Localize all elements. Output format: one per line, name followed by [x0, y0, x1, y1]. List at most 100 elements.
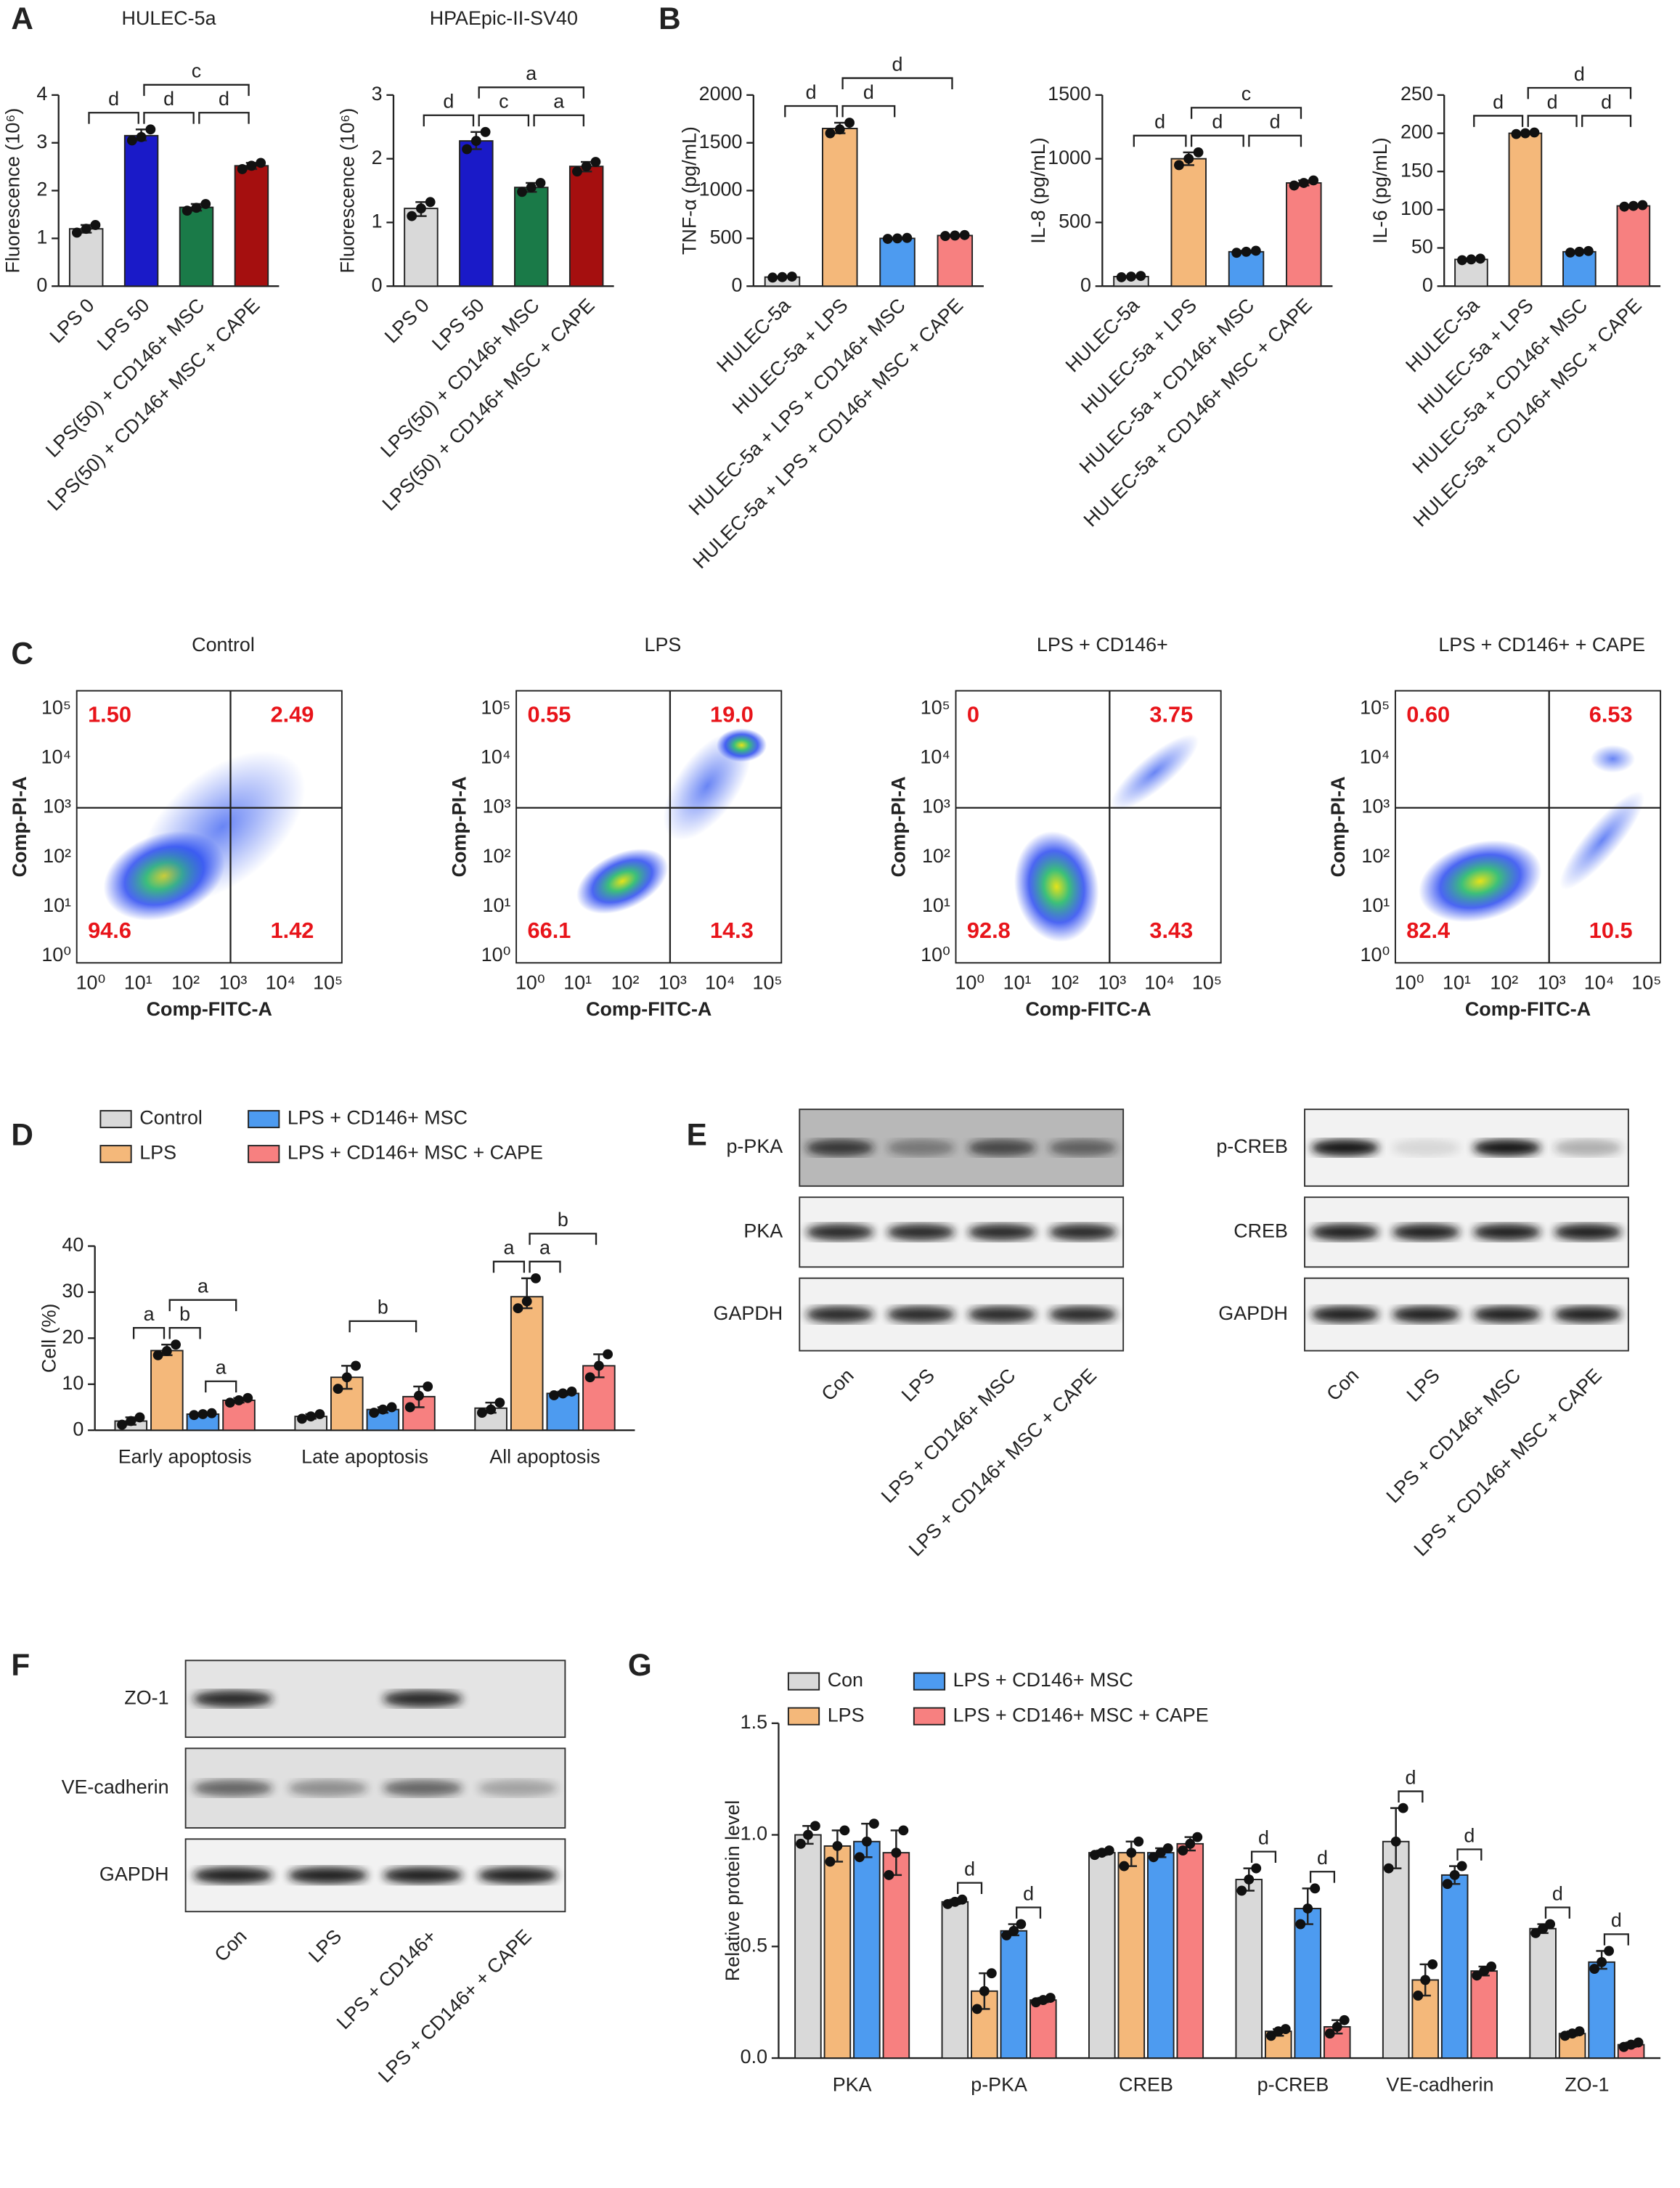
blot-band [1310, 1306, 1379, 1323]
data-point [1008, 1925, 1019, 1936]
quadrant-value: 0.55 [527, 701, 571, 727]
data-point [590, 157, 601, 167]
data-point [341, 1372, 352, 1383]
y-tick-label: 3 [36, 131, 47, 152]
y-tick-label: 150 [1400, 159, 1433, 181]
bar [1147, 1852, 1175, 2060]
data-point [1185, 1838, 1196, 1849]
significance-bracket [1527, 86, 1632, 99]
quadrant-value: 94.6 [88, 918, 131, 943]
blot-band [478, 1779, 558, 1797]
quadrant-value: 6.53 [1589, 701, 1633, 727]
x-tick-label: HULEC-5a + LPS + CD146+ MSC [685, 294, 910, 519]
data-point [1628, 200, 1639, 211]
significance-label: d [1154, 111, 1165, 133]
blot-row-label: GAPDH [714, 1302, 783, 1324]
bar [1170, 158, 1207, 287]
data-point [480, 126, 491, 137]
significance-label: a [144, 1303, 155, 1325]
data-point [959, 229, 970, 240]
quadrant-value: 10.5 [1589, 918, 1633, 943]
bar [123, 134, 159, 287]
bar [1000, 1930, 1028, 2060]
density-cluster [1419, 840, 1542, 923]
significance-bracket [1603, 1933, 1629, 1946]
data-point [825, 128, 836, 139]
significance-label: d [1464, 1824, 1475, 1846]
y-tick-label: 3 [372, 83, 383, 105]
blot-lane-label: Con [817, 1364, 858, 1405]
bar [150, 1350, 184, 1432]
y-tick-label: 1500 [1048, 83, 1091, 105]
x-tick-label: CREB [1119, 2074, 1173, 2096]
data-point [777, 272, 788, 282]
significance-label: d [964, 1858, 975, 1879]
bar [1029, 1999, 1057, 2060]
blot-band [886, 1306, 955, 1323]
blot-row-label: ZO-1 [124, 1686, 168, 1708]
data-point [72, 227, 82, 238]
data-point [182, 205, 192, 216]
data-point [117, 1419, 127, 1430]
legend-swatch [99, 1145, 132, 1164]
y-tick-label: 10⁰ [1361, 944, 1390, 966]
blot-band [1392, 1223, 1461, 1241]
significance-bracket [957, 1882, 983, 1895]
x-tick-label: 10⁴ [1144, 971, 1174, 993]
blot-lane-label: LPS + CD146+ + CAPE [374, 1925, 536, 2087]
significance-bracket [1190, 134, 1244, 147]
blot-band [968, 1139, 1036, 1156]
y-tick-label: 10⁰ [921, 944, 950, 966]
significance-bracket [168, 1327, 201, 1339]
data-point [1457, 255, 1467, 266]
y-tick-label: 10¹ [1361, 894, 1390, 916]
significance-label: d [1611, 1909, 1622, 1931]
data-point [1456, 1861, 1467, 1871]
significance-bracket [1016, 1906, 1042, 1919]
y-tick-label: 1000 [1048, 147, 1091, 168]
data-point [462, 144, 473, 155]
significance-bracket [1190, 107, 1302, 119]
bar [68, 228, 104, 287]
data-point [90, 220, 101, 230]
data-point [1135, 271, 1146, 282]
y-tick-label: 10⁰ [481, 944, 511, 966]
blot-lane-label: LPS + CD146+ [333, 1925, 441, 2033]
data-point [882, 234, 893, 244]
data-point [786, 272, 797, 282]
data-point [844, 118, 855, 128]
bar [853, 1840, 881, 2060]
panel-letter: G [628, 1648, 652, 1682]
data-point [1565, 247, 1575, 258]
data-point [1045, 1993, 1056, 2003]
blot-lane-label: Con [1322, 1364, 1363, 1405]
quadrant-value: 82.4 [1406, 918, 1450, 943]
y-tick-label: 10⁰ [41, 944, 71, 966]
y-tick-label: 40 [62, 1234, 83, 1256]
x-tick-label: p-PKA [971, 2074, 1027, 2096]
significance-label: c [192, 60, 201, 82]
significance-bracket [841, 105, 896, 118]
data-point [333, 1384, 343, 1395]
blot-row-label: PKA [743, 1220, 783, 1241]
significance-label: d [1258, 1826, 1269, 1848]
bar [882, 1852, 910, 2060]
flow-title: Control [192, 634, 255, 656]
data-point [369, 1408, 380, 1418]
data-point [1413, 1991, 1424, 2001]
data-point [1479, 1966, 1490, 1977]
data-point [1251, 1863, 1262, 1874]
data-point [1538, 1923, 1549, 1934]
bar [234, 165, 269, 287]
x-tick-label: p-CREB [1257, 2074, 1329, 2096]
y-tick-label: 10⁵ [41, 697, 71, 719]
x-tick-label: 10³ [219, 971, 248, 993]
bar [568, 166, 604, 287]
data-point [171, 1339, 181, 1350]
x-tick-label: 10⁰ [955, 971, 984, 993]
y-tick-label: 1.0 [741, 1823, 767, 1845]
significance-label: d [863, 81, 874, 103]
data-point [1116, 272, 1127, 282]
data-point [526, 182, 537, 193]
data-point [1308, 175, 1319, 186]
